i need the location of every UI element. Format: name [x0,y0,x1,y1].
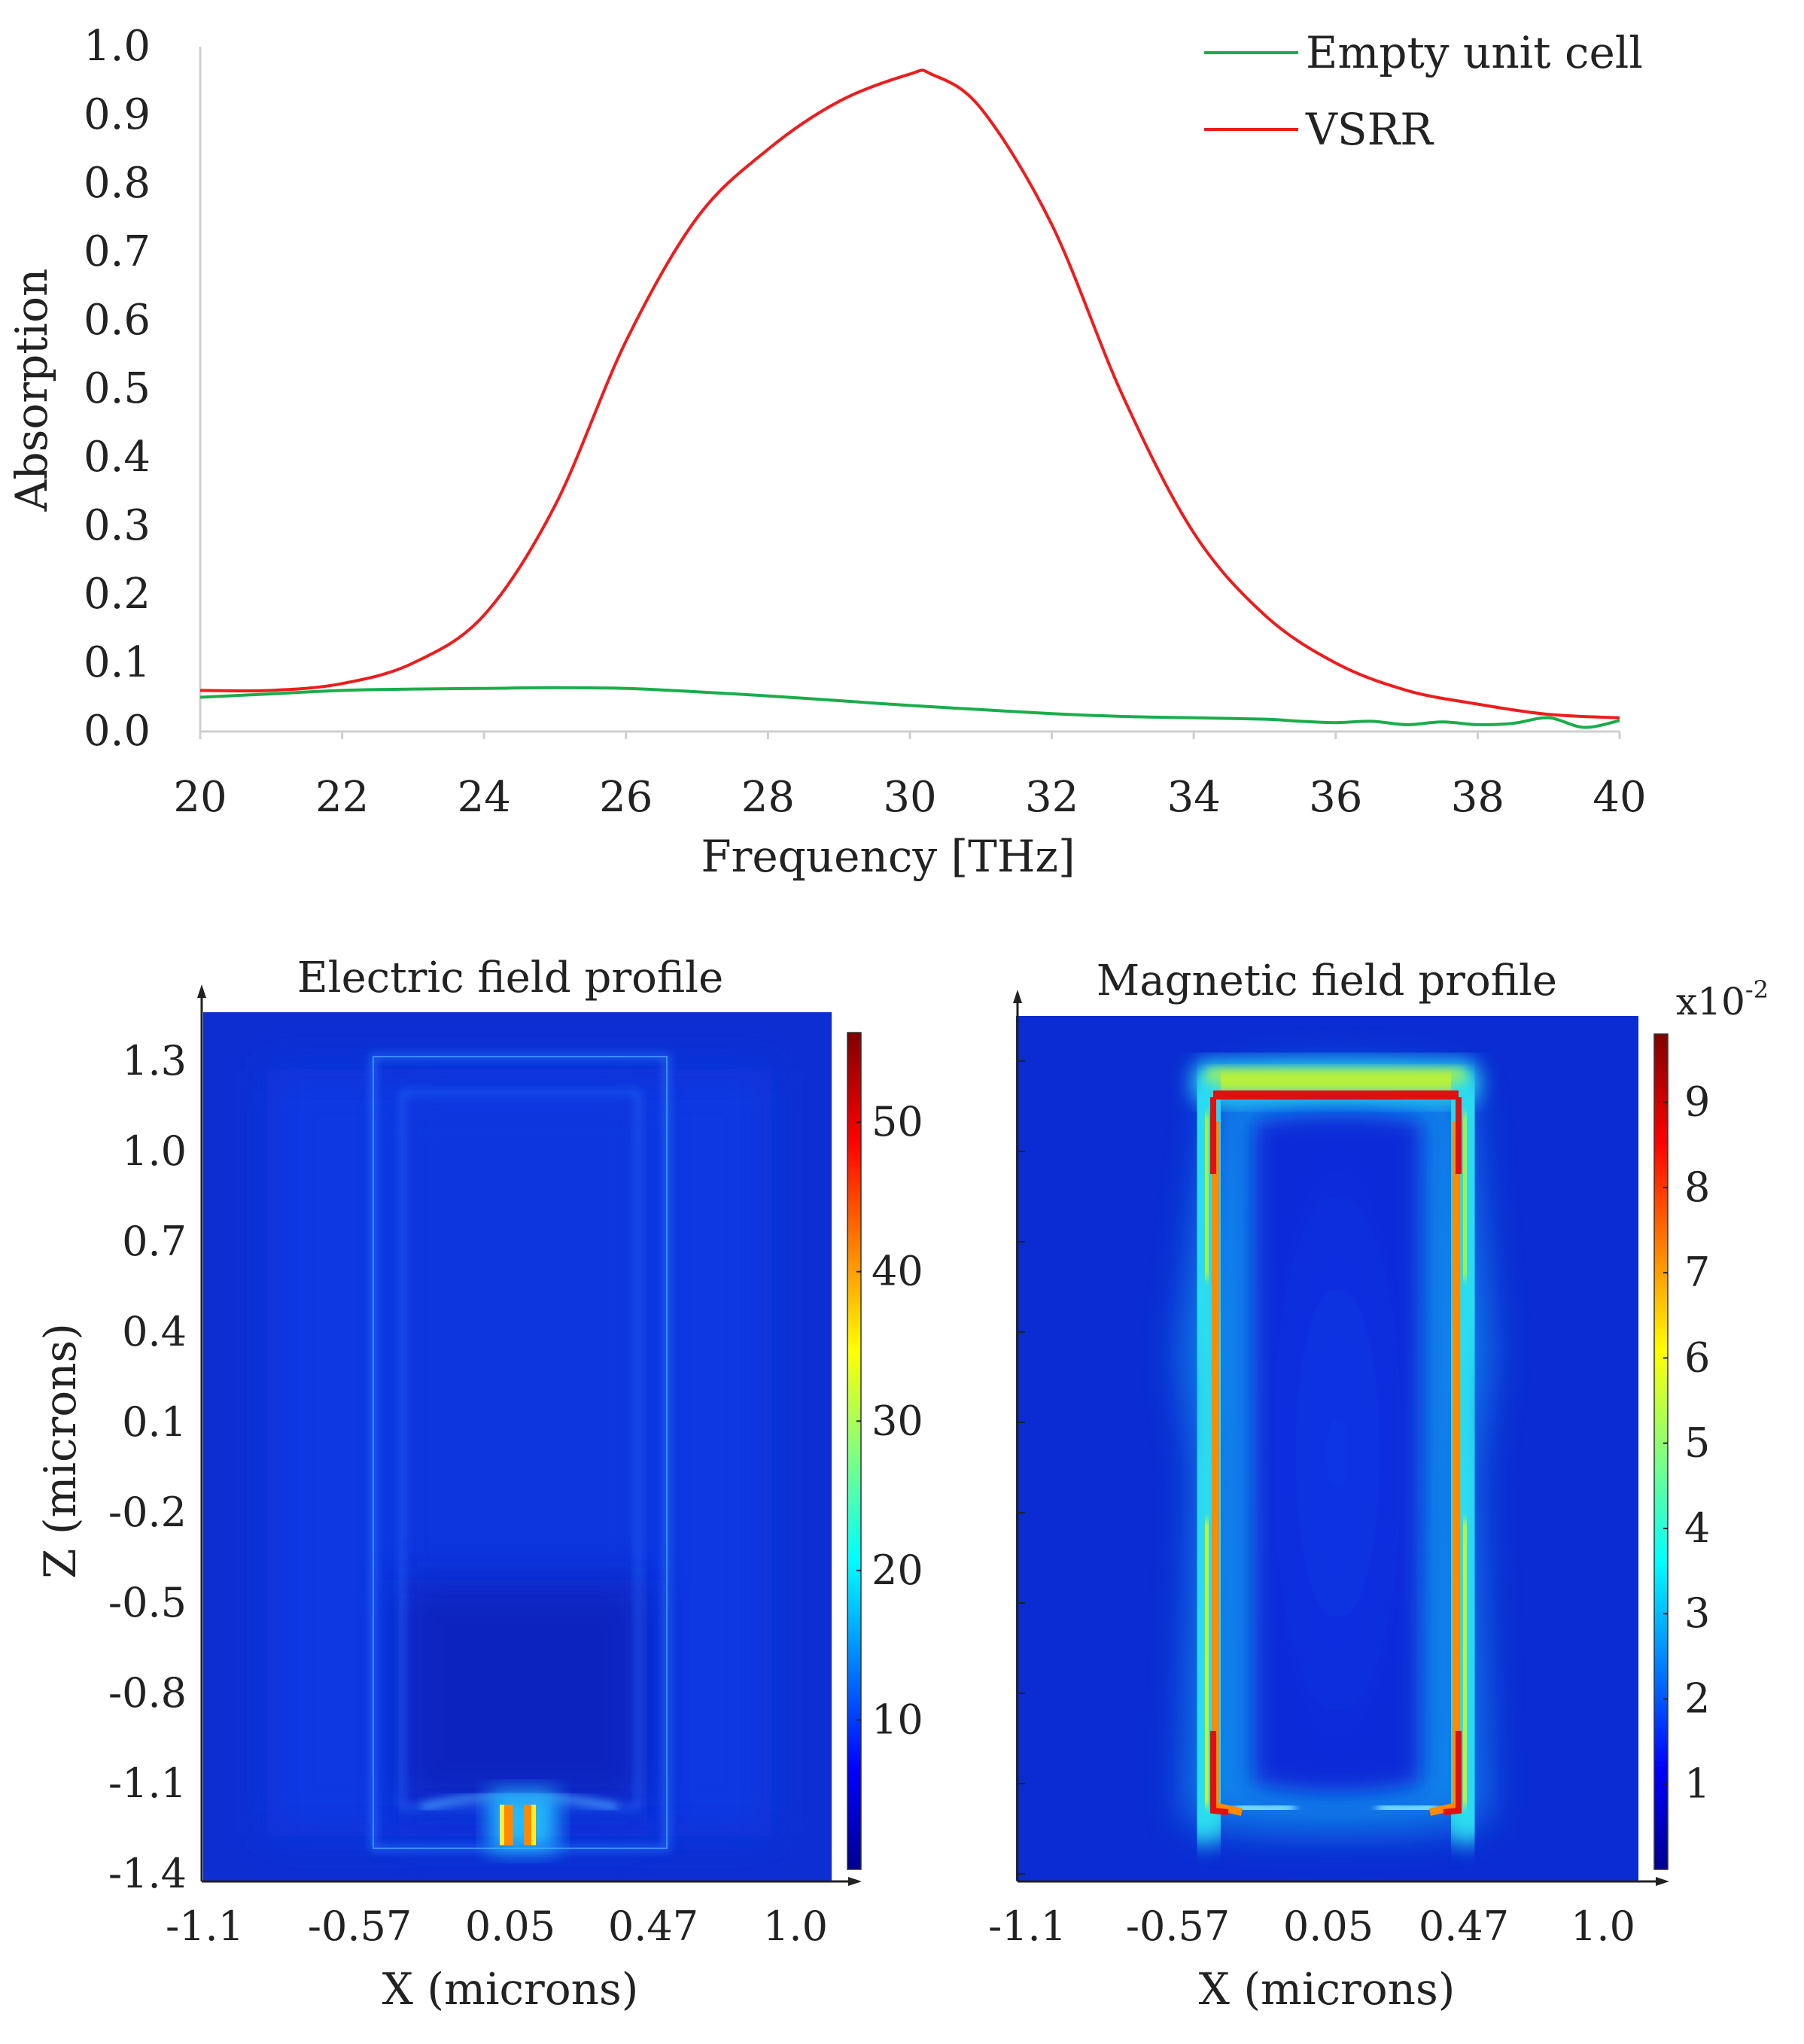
y-tick-label: 0.0 [84,707,151,756]
electric-y-tick-label: 0.1 [122,1398,187,1446]
y-tick-label: 0.8 [84,159,151,208]
y-tick-label: 0.9 [84,90,151,139]
magnetic-x-tick-label: 0.05 [1283,1903,1374,1950]
electric-colorbar-label: 30 [872,1397,923,1444]
y-axis-label: Absorption [6,269,57,513]
magnetic-x-tick-label: 0.47 [1419,1903,1509,1950]
magnetic-panel-title: Magnetic field profile [1097,957,1557,1005]
x-tick-label: 26 [599,773,653,822]
magnetic-x-axis-arrow [1656,1877,1669,1886]
y-tick-label: 0.7 [84,227,151,276]
electric-y-tick-label: 0.7 [122,1218,187,1265]
magnetic-field-panel: Magnetic field profile [988,957,1769,2015]
magnetic-colorbar-label: 6 [1684,1334,1710,1381]
electric-colorbar-label: 50 [872,1098,923,1145]
magnetic-colorbar-scale: x10-2 [1676,975,1769,1024]
magnetic-x-tick-label: -0.57 [1126,1903,1230,1950]
magnetic-colorbar [1654,1034,1668,1869]
electric-y-tick-label: -0.8 [108,1669,187,1717]
electric-colorbar-label: 20 [872,1547,923,1594]
electric-y-tick-label: 0.4 [122,1308,187,1355]
x-tick-label: 36 [1309,773,1362,822]
electric-y-tick-label: -0.2 [108,1489,187,1536]
magnetic-colorbar-label: 9 [1684,1078,1710,1126]
electric-y-tick-label: 1.0 [122,1127,187,1175]
legend-label: Empty unit cell [1306,27,1643,78]
electric-y-tick-label: -1.4 [108,1850,187,1897]
magnetic-colorbar-exponent: -2 [1745,975,1769,1004]
electric-field-map [203,1012,832,1881]
electric-colorbar-label: 10 [872,1696,923,1743]
x-tick-label: 40 [1593,773,1646,822]
x-tick-label: 28 [741,773,795,822]
x-tick-label: 34 [1167,773,1221,822]
electric-x-axis-label: X (microns) [382,1963,639,2015]
electric-x-tick-label: -0.57 [308,1903,412,1950]
x-tick-label: 20 [173,773,227,822]
magnetic-colorbar-label: 8 [1684,1163,1710,1211]
series-line-vsrr [199,68,1620,719]
electric-y-tick-label: -0.5 [108,1579,187,1626]
magnetic-colorbar-label: 5 [1684,1419,1710,1467]
electric-y-tick-label: 1.3 [122,1037,187,1084]
electric-panel-title: Electric field profile [297,954,723,1002]
electric-colorbar-label: 40 [872,1248,923,1295]
y-tick-label: 0.1 [84,638,151,687]
electric-field-panel: Electric field profile 1.3 1.0 0.7 0.4 0.1 -0… [35,954,923,2015]
electric-x-tick-label: 0.05 [465,1903,555,1950]
magnetic-x-axis-label: X (microns) [1199,1963,1456,2015]
y-tick-label: 0.3 [84,501,151,550]
magnetic-field-map [1016,1016,1638,1881]
x-axis-label: Frequency [THz] [701,831,1075,882]
magnetic-colorbar-label: 4 [1684,1504,1710,1552]
magnetic-colorbar-label: 7 [1684,1249,1710,1296]
magnetic-colorbar-label: 3 [1684,1589,1710,1637]
x-tick-label: 22 [315,773,369,822]
magnetic-x-tick-label: 1.0 [1571,1903,1635,1950]
electric-x-tick-label: 1.0 [763,1903,828,1950]
x-tick-label: 32 [1025,773,1078,822]
y-tick-label: 0.4 [84,433,151,482]
electric-y-axis-arrow [197,984,206,998]
absorption-chart: 0.0 0.1 0.2 0.3 0.4 0.5 0.6 0.7 0.8 0.9 1.0 20 22 24… [6,22,1647,882]
electric-x-tick-label: -1.1 [166,1903,244,1950]
electric-x-axis-arrow [848,1877,862,1886]
magnetic-x-tick-label: -1.1 [988,1903,1066,1950]
electric-y-axis-label: Z (microns) [35,1323,86,1579]
legend: Empty unit cell VSRR [1204,27,1643,155]
x-tick-label: 24 [458,773,511,822]
y-tick-label: 0.2 [84,570,151,619]
magnetic-colorbar-label: 2 [1684,1674,1710,1722]
y-tick-label: 0.6 [84,296,151,345]
x-tick-label: 30 [883,773,936,822]
legend-label: VSRR [1305,104,1434,155]
series-line-empty-unit-cell [199,686,1620,729]
y-tick-label: 0.5 [84,364,151,413]
electric-y-tick-label: -1.1 [108,1760,187,1807]
x-tick-label: 38 [1451,773,1504,822]
magnetic-y-axis-arrow [1013,990,1022,1003]
y-tick-label: 1.0 [84,22,151,71]
electric-colorbar [847,1033,861,1869]
magnetic-colorbar-label: 1 [1684,1760,1710,1808]
electric-x-tick-label: 0.47 [608,1903,698,1950]
